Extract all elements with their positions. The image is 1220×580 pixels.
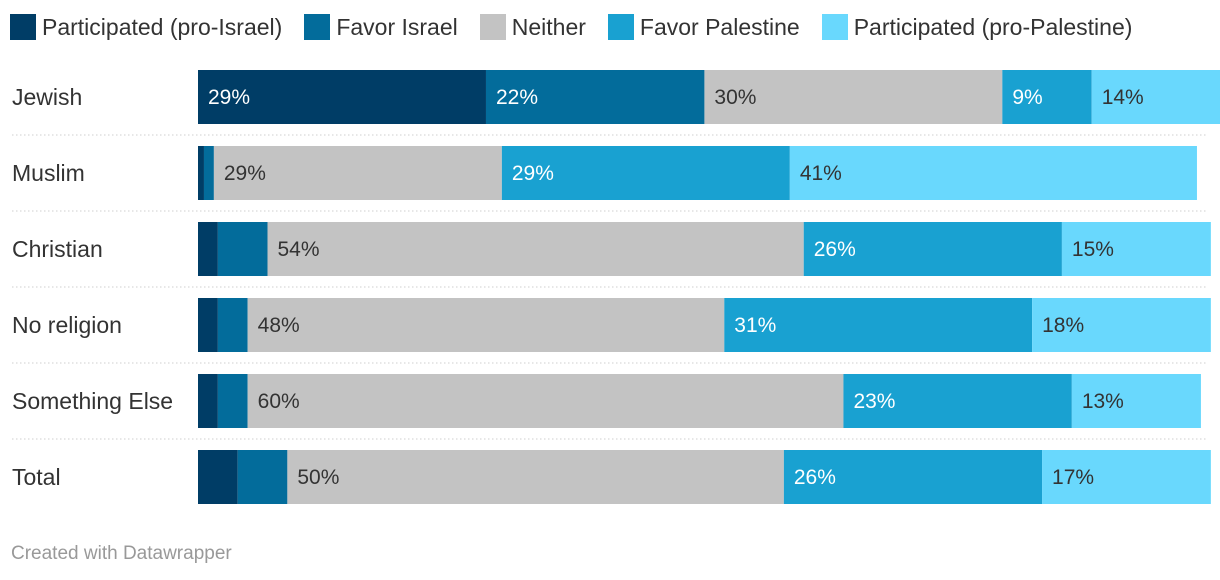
legend-item-participated-pro-palestine: Participated (pro-Palestine) xyxy=(821,13,1133,41)
bar-segment-participated-pro-israel xyxy=(198,374,218,428)
bar-segment-participated-pro-palestine xyxy=(1061,222,1211,276)
bar-segment-favor-palestine xyxy=(803,222,1062,276)
bar-segment-favor-israel xyxy=(217,298,248,352)
bar-segment-participated-pro-israel xyxy=(198,222,218,276)
data-label: 23% xyxy=(853,390,895,413)
bar-row-no-religion: No religion 48% 31% 18% xyxy=(12,298,1211,364)
bar-segment-neither xyxy=(267,222,804,276)
data-label: 50% xyxy=(297,466,339,489)
bar-segment-favor-palestine xyxy=(724,298,1033,352)
bar-segment-favor-israel xyxy=(217,374,248,428)
data-label: 29% xyxy=(208,86,250,109)
legend-item-neither: Neither xyxy=(479,13,586,41)
bar-segment-participated-pro-palestine xyxy=(1071,374,1201,428)
legend: Participated (pro-Israel) Favor Israel Nei… xyxy=(10,12,1154,42)
category-label: Something Else xyxy=(12,388,173,414)
bar-segment-favor-palestine xyxy=(783,450,1043,504)
legend-swatch xyxy=(304,14,331,40)
bar-segment-participated-pro-palestine xyxy=(1042,450,1211,504)
data-label: 29% xyxy=(224,162,266,185)
bar-segment-favor-israel xyxy=(485,70,705,124)
bar-segment-participated-pro-palestine xyxy=(789,146,1197,200)
bar-segment-participated-pro-israel xyxy=(198,146,204,200)
bar-segment-neither xyxy=(704,70,1003,124)
data-label: 18% xyxy=(1042,314,1084,337)
data-label: 29% xyxy=(512,162,554,185)
category-label: Total xyxy=(12,464,61,490)
category-label: Jewish xyxy=(12,84,82,110)
bar-row-jewish: Jewish 29% 22% 30% 9% 14% xyxy=(12,70,1220,136)
legend-label: Favor Palestine xyxy=(639,13,800,40)
legend-item-participated-pro-israel: Participated (pro-Israel) xyxy=(10,14,282,41)
bar-segment-neither xyxy=(213,146,502,200)
legend-label: Participated (pro-Israel) xyxy=(42,13,283,40)
legend-swatch xyxy=(821,14,848,40)
data-label: 14% xyxy=(1102,86,1144,109)
data-label: 26% xyxy=(794,466,836,489)
data-label: 26% xyxy=(814,238,856,261)
footer-credit: Created with Datawrapper xyxy=(11,543,232,564)
bar-segment-favor-israel xyxy=(237,450,288,504)
bar-segment-participated-pro-palestine xyxy=(1091,70,1220,124)
legend-swatch xyxy=(607,14,634,40)
bar-segment-favor-palestine xyxy=(501,146,790,200)
legend-item-favor-palestine: Favor Palestine xyxy=(607,13,800,41)
bar-segment-neither xyxy=(287,450,784,504)
bar-row-total: Total 50% 26% 17% xyxy=(12,450,1211,504)
bar-row-muslim: Muslim 29% 29% 41% xyxy=(12,146,1208,212)
bar-segment-favor-palestine xyxy=(843,374,1072,428)
category-label: Muslim xyxy=(12,160,85,186)
data-label: 60% xyxy=(258,390,300,413)
bar-segment-neither xyxy=(247,298,725,352)
category-label: Christian xyxy=(12,236,103,262)
data-label: 48% xyxy=(258,314,300,337)
data-label: 22% xyxy=(496,86,538,109)
data-label: 13% xyxy=(1082,390,1124,413)
category-label: No religion xyxy=(12,312,122,338)
data-label: 31% xyxy=(734,314,776,337)
data-label: 9% xyxy=(1012,86,1042,109)
bar-row-something-else: Something Else 60% 23% 13% xyxy=(12,374,1208,440)
bar-segment-participated-pro-israel xyxy=(198,298,218,352)
legend-swatch xyxy=(479,14,506,40)
bar-segment-participated-pro-israel xyxy=(198,450,238,504)
data-label: 41% xyxy=(800,162,842,185)
data-label: 30% xyxy=(714,86,756,109)
bar-row-christian: Christian 54% 26% 15% xyxy=(12,222,1211,288)
bar-segment-participated-pro-israel xyxy=(198,70,486,124)
data-label: 15% xyxy=(1072,238,1114,261)
legend-swatch xyxy=(10,14,36,40)
legend-label: Neither xyxy=(511,13,586,40)
data-label: 17% xyxy=(1052,466,1094,489)
bar-segment-favor-israel xyxy=(217,222,268,276)
legend-label: Participated (pro-Palestine) xyxy=(853,13,1133,40)
bar-segment-favor-israel xyxy=(203,146,214,200)
legend-item-favor-israel: Favor Israel xyxy=(304,13,458,41)
bar-segment-favor-palestine xyxy=(1002,70,1092,124)
bar-segment-participated-pro-palestine xyxy=(1032,298,1211,352)
data-label: 54% xyxy=(278,238,320,261)
legend-label: Favor Israel xyxy=(336,13,458,40)
bar-segment-neither xyxy=(247,374,844,428)
